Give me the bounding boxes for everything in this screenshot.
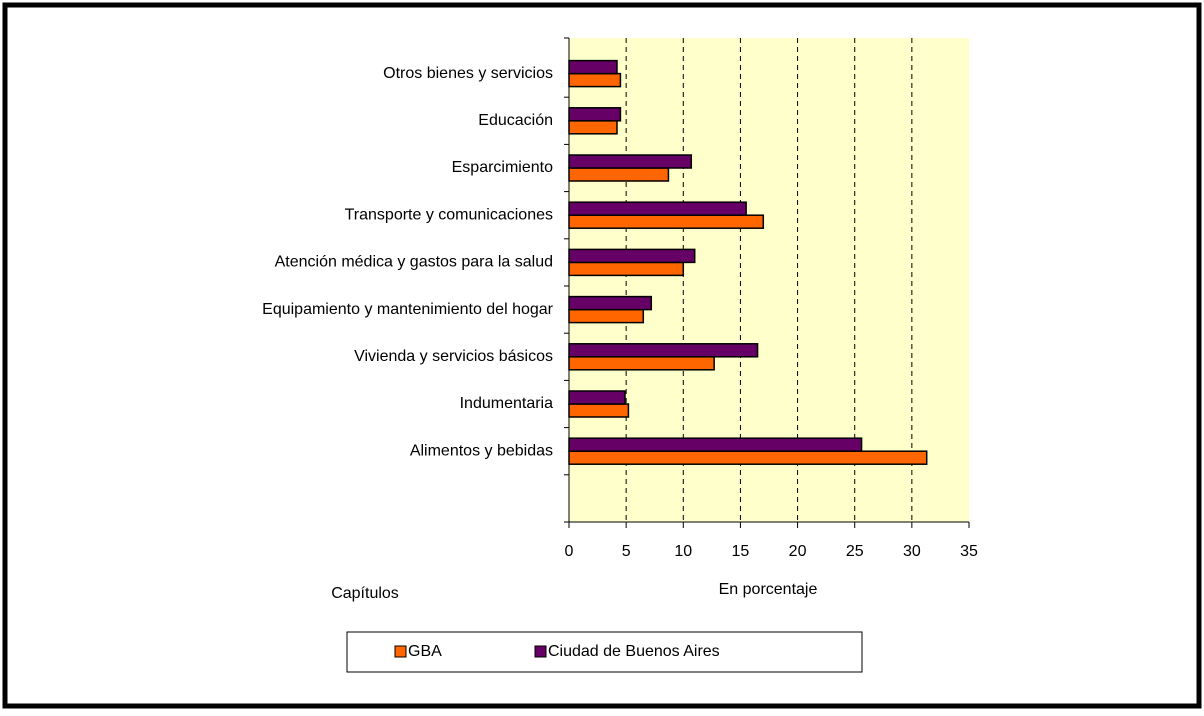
x-tick-label: 20	[789, 543, 807, 560]
legend-label: GBA	[408, 643, 442, 660]
y-axis-title: Capítulos	[331, 585, 399, 602]
bar	[568, 295, 653, 311]
bar	[568, 403, 630, 418]
y-tick-label: Atención médica y gastos para la salud	[275, 254, 553, 271]
bar	[568, 167, 670, 182]
x-tick-label: 10	[674, 543, 692, 560]
y-tick-label: Alimentos y bebidas	[410, 442, 553, 459]
bar	[568, 72, 622, 88]
x-tick-label: 5	[622, 543, 631, 560]
y-tick-label: Educación	[478, 112, 553, 129]
bar	[568, 214, 765, 229]
bar	[568, 450, 928, 465]
legend-swatch	[534, 645, 547, 658]
bar	[568, 120, 618, 135]
bar	[568, 390, 626, 405]
x-tick-label: 25	[846, 543, 864, 560]
x-tick-label: 15	[732, 543, 750, 560]
y-tick-label: Vivienda y servicios básicos	[354, 348, 553, 365]
y-tick-label: Indumentaria	[460, 395, 553, 412]
y-tick-label: Equipamiento y mantenimiento del hogar	[262, 301, 554, 318]
y-tick-label: Transporte y comunicaciones	[345, 206, 553, 223]
bar	[568, 154, 693, 169]
bar	[568, 59, 618, 75]
x-tick-label: 35	[960, 543, 978, 560]
legend-label: Ciudad de Buenos Aires	[548, 643, 720, 660]
bar	[568, 437, 863, 452]
bar	[568, 308, 645, 324]
bar	[568, 201, 747, 216]
legend-swatch	[394, 645, 407, 658]
bar	[568, 261, 685, 277]
y-tick-label: Otros bienes y servicios	[383, 65, 553, 82]
x-tick-label: 30	[903, 543, 921, 560]
x-axis-title: En porcentaje	[719, 581, 818, 598]
bar	[568, 107, 622, 122]
y-tick-label: Esparcimiento	[452, 159, 553, 176]
x-tick-label: 0	[565, 543, 574, 560]
bar	[568, 248, 696, 264]
legend-box	[346, 631, 863, 673]
bar	[568, 343, 759, 358]
bar	[568, 356, 715, 371]
